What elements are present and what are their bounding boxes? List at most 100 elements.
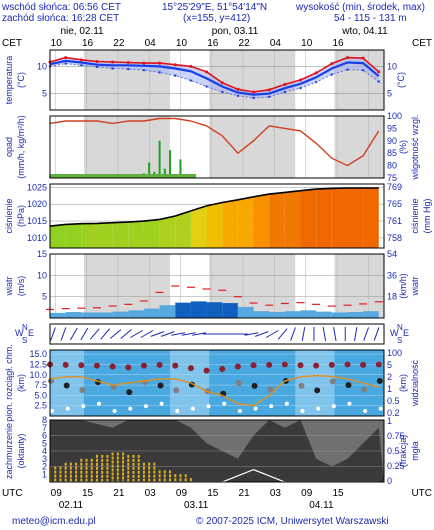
temp-max-point: [236, 87, 240, 91]
cloud-base-point: [96, 401, 101, 406]
temp-min-point: [80, 64, 83, 67]
temp-right-unit: (°C): [396, 72, 406, 88]
wind-direction-arrow: [150, 331, 165, 337]
precip-bar: [163, 168, 166, 178]
cloud-layer-point: [314, 387, 321, 394]
fog-right-tick: 0.5: [387, 446, 400, 456]
wind-speed-bar: [331, 312, 348, 318]
wind-speed-bar: [175, 302, 191, 318]
temp-min-point: [142, 68, 146, 72]
visibility-right-tick: 0.5: [387, 396, 400, 406]
pressure-area-segment: [128, 221, 144, 248]
temp-max-point: [283, 82, 287, 86]
pressure-area-segment: [96, 222, 113, 248]
visibility-right-tick: 100: [387, 348, 402, 358]
cloud-base-point: [300, 409, 305, 414]
precip-bar: [179, 159, 182, 178]
wind-panel-frame: [49, 253, 385, 319]
cloud-top-point: [219, 365, 226, 372]
cloud-top-point: [156, 361, 163, 368]
hour-label-top: 16: [82, 38, 94, 49]
wind-direction-arrow: [69, 327, 78, 341]
wind-left-label: wiatr: [4, 276, 14, 296]
wind-speed-bar: [96, 312, 113, 318]
precip-panel-night-band: [83, 116, 171, 178]
pressure-right-label: ciśnienie: [410, 198, 420, 233]
wind-speed-bar: [237, 306, 254, 318]
direction-south-label-right: S: [397, 336, 402, 345]
pressure-area-segment: [159, 216, 176, 248]
humidity-right-label: wilgotność wzgl.: [410, 114, 420, 180]
cloud-base-point: [253, 406, 258, 411]
temp-max-point: [361, 56, 365, 60]
temp-min-point: [283, 90, 287, 94]
wind-left-tick: 5: [42, 292, 47, 302]
precip-bar: [148, 162, 151, 178]
wind-direction-arrow: [80, 327, 89, 341]
cloud-layer-point: [298, 382, 305, 389]
cloud-extent-left-label: pion. rozciągł. chm.: [4, 344, 14, 422]
visibility-right-label: widzialność: [410, 359, 420, 407]
wind-panel-night-band: [83, 254, 171, 318]
wind-direction-arrow: [265, 330, 279, 338]
temp-max-line: [49, 56, 380, 93]
cloud-top-point: [360, 361, 367, 368]
pressure-area-segment: [190, 205, 207, 248]
cloudiness-left-tick: 7: [42, 423, 47, 433]
wind-speed-bar: [300, 310, 317, 318]
cloud-top-point: [62, 361, 69, 368]
hour-label-bottom: 15: [207, 488, 219, 499]
cloudiness-left-tick: 1: [42, 469, 47, 479]
precip-panel-night-band: [334, 116, 384, 178]
pressure-left-label: ciśnienie: [4, 198, 14, 233]
pressure-left-tick: 1025: [27, 182, 47, 192]
precip-left-label: opad: [4, 137, 14, 157]
wind-left-tick: 10: [37, 270, 47, 280]
cloud-top-point: [328, 361, 335, 368]
elevation-values: 54 - 115 - 131 m: [334, 13, 407, 24]
pressure-area-segment: [81, 223, 97, 248]
wind-direction-arrow: [373, 327, 380, 341]
temp-min-point: [205, 85, 208, 88]
wind-speed-bar: [316, 311, 332, 318]
cloud-base-point: [347, 401, 352, 406]
temp-min-point: [221, 90, 224, 94]
cloud-base-point: [206, 404, 211, 409]
humidity-right-tick: 100: [387, 111, 402, 121]
temp-left-label: temperatura: [4, 56, 14, 105]
hour-label-bottom: 21: [113, 488, 125, 499]
pressure-area-segment: [222, 199, 238, 248]
pressure-area-segment: [316, 188, 332, 248]
wind-direction-arrow: [109, 329, 122, 339]
temp-panel-night-band: [83, 50, 171, 110]
wind-right-tick: 36: [387, 270, 397, 280]
temp-max-point: [158, 61, 162, 65]
temp-min-point: [314, 80, 318, 84]
day-label: wto, 04.11: [341, 26, 388, 37]
direction-west-label-right: W: [390, 328, 399, 338]
cloud-layer-point: [345, 382, 352, 389]
temp-min-point: [64, 62, 67, 65]
hour-label-top: 04: [270, 38, 282, 49]
direction-south-label: S: [22, 336, 27, 345]
cloud-layer-point: [157, 382, 164, 389]
wind-speed-bar: [65, 312, 82, 318]
wind-speed-bar: [253, 311, 270, 318]
precip-panel-frame: [49, 115, 385, 179]
cloud-top-point: [125, 364, 132, 371]
hour-label-top: 04: [145, 38, 157, 49]
cloud-extent-left-unit: (km): [16, 374, 26, 392]
day-label: nie, 02.11: [60, 26, 104, 37]
cloud-base-point: [316, 406, 321, 411]
hour-label-top: 10: [301, 38, 313, 49]
visibility-right-tick: 0.2: [387, 408, 400, 418]
cloud-top-point: [297, 362, 304, 369]
cloud-base-point: [81, 404, 86, 409]
cloud-base-point: [143, 404, 148, 409]
wind-speed-bar: [284, 311, 301, 318]
pressure-right-tick: 765: [387, 199, 402, 209]
wind-left-tick: 15: [37, 249, 47, 259]
cloudiness-left-tick: 5: [42, 438, 47, 448]
fog-right-unit: (frakcja): [398, 435, 408, 468]
